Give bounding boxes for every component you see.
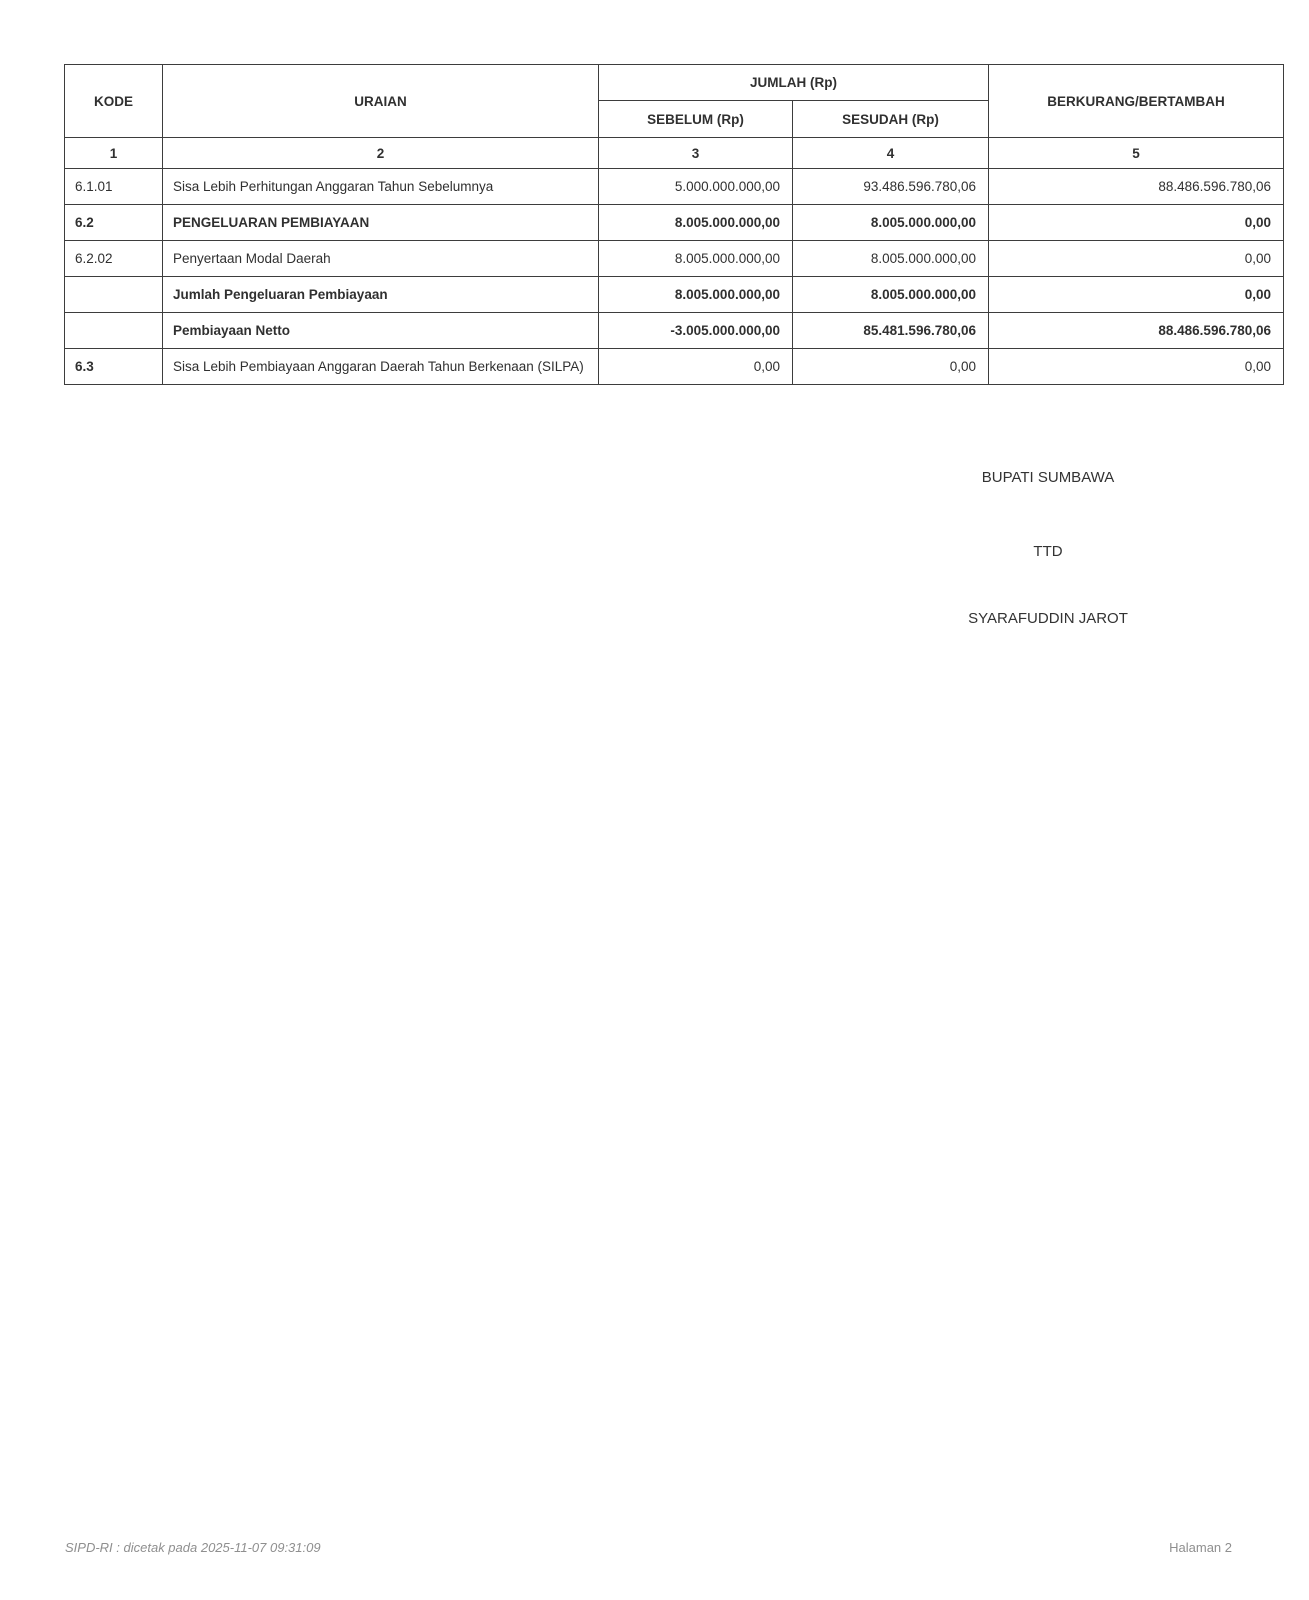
cell-berkurang: 0,00 — [988, 204, 1284, 241]
budget-table: KODE URAIAN JUMLAH (Rp) BERKURANG/BERTAM… — [64, 64, 1284, 385]
cell-berkurang: 0,00 — [988, 348, 1284, 385]
signature-ttd: TTD — [1033, 543, 1063, 560]
cell-sesudah: 85.481.596.780,06 — [792, 312, 989, 349]
header-uraian: URAIAN — [162, 64, 599, 138]
column-number: 5 — [988, 137, 1284, 169]
cell-kode — [64, 276, 163, 313]
cell-sebelum: 8.005.000.000,00 — [598, 240, 793, 277]
table-header: KODE URAIAN JUMLAH (Rp) BERKURANG/BERTAM… — [64, 64, 1284, 169]
column-number: 1 — [64, 137, 163, 169]
column-number: 2 — [162, 137, 599, 169]
cell-kode — [64, 312, 163, 349]
cell-sesudah: 8.005.000.000,00 — [792, 240, 989, 277]
cell-kode: 6.3 — [64, 348, 163, 385]
cell-uraian: Sisa Lebih Perhitungan Anggaran Tahun Se… — [162, 168, 599, 205]
column-number: 3 — [598, 137, 793, 169]
header-kode: KODE — [64, 64, 163, 138]
cell-berkurang: 88.486.596.780,06 — [988, 168, 1284, 205]
table-row: Pembiayaan Netto -3.005.000.000,00 85.48… — [64, 312, 1284, 349]
cell-sebelum: 8.005.000.000,00 — [598, 204, 793, 241]
cell-kode: 6.2.02 — [64, 240, 163, 277]
column-number-row: 1 2 3 4 5 — [64, 137, 1284, 169]
footer-page-number: Halaman 2 — [1169, 1540, 1232, 1555]
table-row: Jumlah Pengeluaran Pembiayaan 8.005.000.… — [64, 276, 1284, 313]
cell-uraian: Jumlah Pengeluaran Pembiayaan — [162, 276, 599, 313]
column-number: 4 — [792, 137, 989, 169]
cell-sebelum: -3.005.000.000,00 — [598, 312, 793, 349]
cell-berkurang: 0,00 — [988, 240, 1284, 277]
header-sebelum: SEBELUM (Rp) — [598, 100, 793, 138]
cell-berkurang: 0,00 — [988, 276, 1284, 313]
cell-berkurang: 88.486.596.780,06 — [988, 312, 1284, 349]
header-jumlah: JUMLAH (Rp) — [598, 64, 989, 101]
cell-sebelum: 8.005.000.000,00 — [598, 276, 793, 313]
table-row: 6.1.01 Sisa Lebih Perhitungan Anggaran T… — [64, 168, 1284, 205]
cell-sesudah: 93.486.596.780,06 — [792, 168, 989, 205]
cell-kode: 6.1.01 — [64, 168, 163, 205]
cell-sesudah: 0,00 — [792, 348, 989, 385]
table-row: 6.2 PENGELUARAN PEMBIAYAAN 8.005.000.000… — [64, 204, 1284, 241]
cell-uraian: Sisa Lebih Pembiayaan Anggaran Daerah Ta… — [162, 348, 599, 385]
table-row: 6.3 Sisa Lebih Pembiayaan Anggaran Daera… — [64, 348, 1284, 385]
cell-kode: 6.2 — [64, 204, 163, 241]
header-sesudah: SESUDAH (Rp) — [792, 100, 989, 138]
signature-name: SYARAFUDDIN JAROT — [968, 610, 1128, 627]
table-row: 6.2.02 Penyertaan Modal Daerah 8.005.000… — [64, 240, 1284, 277]
cell-sesudah: 8.005.000.000,00 — [792, 204, 989, 241]
cell-uraian: Penyertaan Modal Daerah — [162, 240, 599, 277]
signature-title: BUPATI SUMBAWA — [981, 469, 1115, 486]
cell-uraian: Pembiayaan Netto — [162, 312, 599, 349]
cell-sebelum: 5.000.000.000,00 — [598, 168, 793, 205]
cell-sesudah: 8.005.000.000,00 — [792, 276, 989, 313]
footer-print-info: SIPD-RI : dicetak pada 2025-11-07 09:31:… — [65, 1540, 321, 1555]
header-berkurang-bertambah: BERKURANG/BERTAMBAH — [988, 64, 1284, 138]
cell-sebelum: 0,00 — [598, 348, 793, 385]
cell-uraian: PENGELUARAN PEMBIAYAAN — [162, 204, 599, 241]
